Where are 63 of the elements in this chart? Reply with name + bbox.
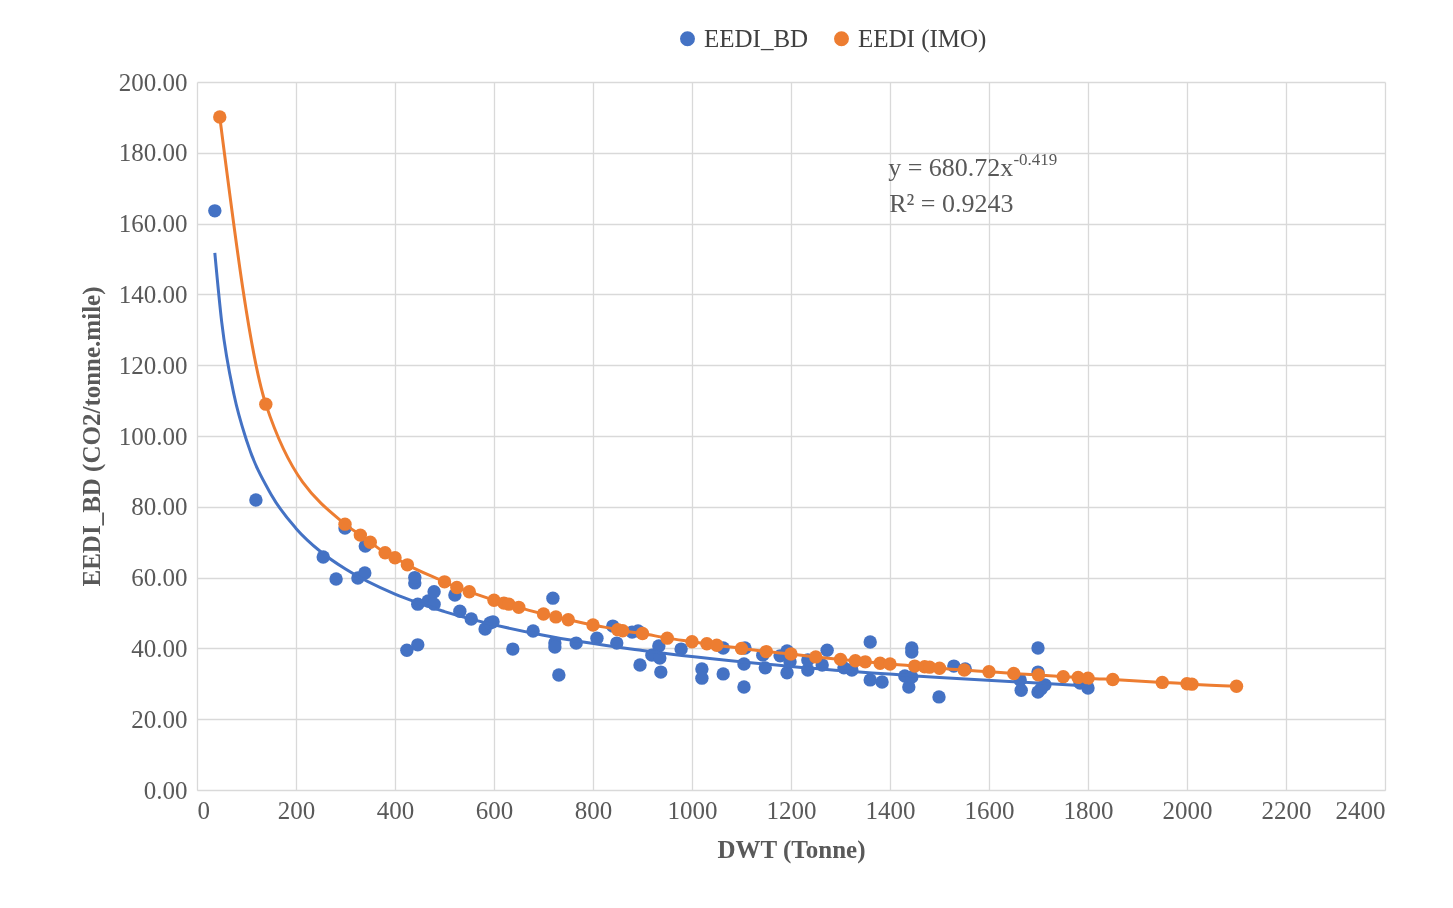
point bbox=[363, 535, 377, 549]
point bbox=[213, 110, 227, 124]
point bbox=[1155, 675, 1169, 690]
point bbox=[1056, 670, 1070, 684]
point bbox=[982, 665, 996, 679]
point bbox=[734, 641, 749, 656]
x-tick-label: 2200 bbox=[1261, 796, 1312, 824]
y-tick-label: 200.00 bbox=[118, 68, 188, 96]
point bbox=[353, 528, 368, 542]
x-axis-title: DWT (Tonne) bbox=[717, 835, 866, 864]
point bbox=[883, 657, 897, 671]
x-tick-label: 0 bbox=[197, 796, 210, 824]
point bbox=[1081, 671, 1095, 685]
point bbox=[450, 580, 464, 595]
x-tick-label: 600 bbox=[475, 796, 514, 824]
y-tick-label: 160.00 bbox=[118, 210, 188, 238]
y-tick-label: 20.00 bbox=[131, 705, 188, 733]
point bbox=[759, 644, 773, 659]
point bbox=[685, 634, 699, 649]
x-tick-label: 1400 bbox=[865, 796, 916, 824]
point bbox=[536, 607, 551, 621]
point bbox=[784, 647, 798, 661]
x-tick-label: 2000 bbox=[1162, 796, 1213, 824]
y-tick-label: 120.00 bbox=[118, 351, 188, 379]
point bbox=[1106, 672, 1120, 687]
point bbox=[388, 551, 402, 565]
point bbox=[858, 655, 872, 669]
point bbox=[259, 397, 273, 411]
x-tick-label: 1600 bbox=[964, 796, 1015, 824]
point bbox=[462, 585, 476, 599]
point bbox=[1229, 679, 1244, 693]
legend-label: EEDI_BD bbox=[704, 24, 809, 52]
y-tick-label: 40.00 bbox=[131, 634, 188, 662]
y-axis-title: EEDI_BD (CO2/tonne.mile) bbox=[77, 286, 106, 587]
y-tick-label: 0.00 bbox=[143, 776, 188, 804]
point bbox=[1007, 666, 1021, 681]
x-tick-label: 200 bbox=[277, 796, 316, 824]
y-tick-label: 80.00 bbox=[131, 493, 188, 521]
x-tick-label: 1800 bbox=[1063, 796, 1114, 824]
y-tick-label: 60.00 bbox=[131, 564, 188, 592]
point bbox=[437, 575, 452, 589]
point bbox=[512, 600, 526, 615]
point bbox=[338, 517, 352, 531]
point bbox=[710, 638, 724, 652]
point bbox=[932, 661, 947, 675]
point bbox=[833, 652, 848, 667]
annotation: R² = 0.9243 bbox=[889, 189, 1014, 219]
point bbox=[635, 626, 650, 641]
y-tick-label: 100.00 bbox=[118, 422, 188, 450]
x-tick-label: 1000 bbox=[667, 796, 718, 824]
point bbox=[549, 610, 563, 624]
x-tick-label: 400 bbox=[376, 796, 415, 824]
x-tick-label: 2400 bbox=[1335, 796, 1386, 824]
x-tick-label: 800 bbox=[574, 796, 613, 824]
point bbox=[586, 618, 600, 632]
y-tick-label: 140.00 bbox=[118, 280, 188, 308]
point bbox=[660, 631, 674, 645]
y-tick-label: 180.00 bbox=[118, 139, 188, 167]
x-tick-label: 1200 bbox=[766, 796, 817, 824]
point bbox=[809, 650, 823, 664]
point bbox=[561, 613, 575, 627]
legend-label: EEDI (IMO) bbox=[858, 24, 987, 53]
point bbox=[400, 558, 415, 572]
